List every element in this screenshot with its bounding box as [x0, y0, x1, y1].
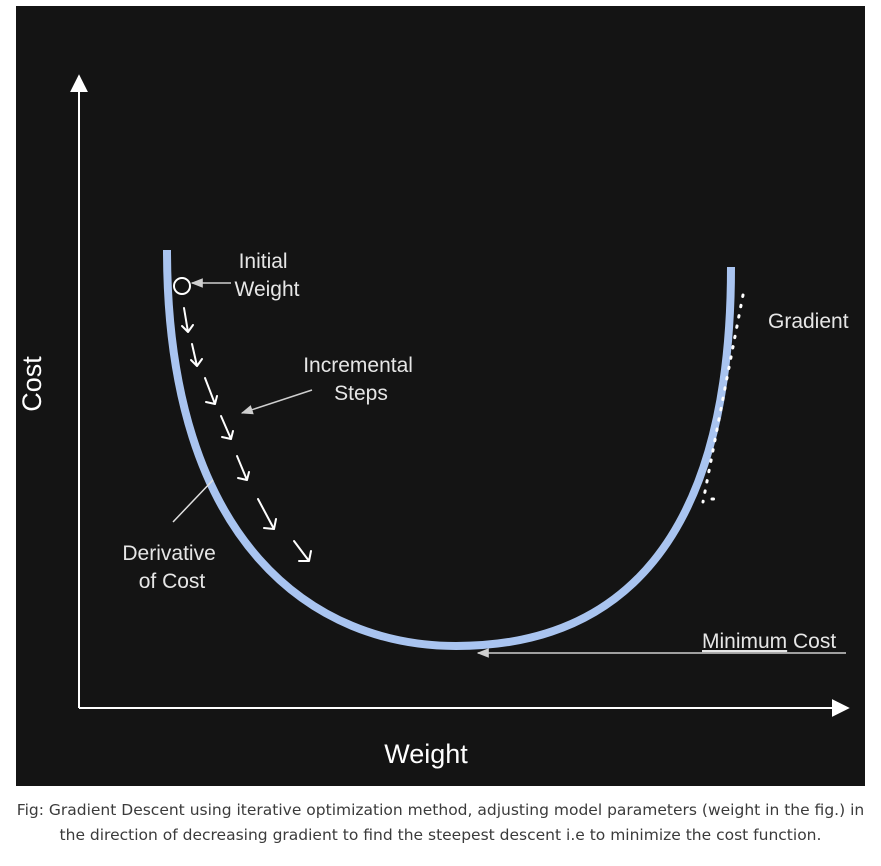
gradient-tangent-line — [701, 293, 745, 504]
minimum-cost-rest: Cost — [787, 630, 836, 653]
step-arrow — [181, 307, 194, 333]
initial-weight-marker — [173, 277, 191, 295]
x-axis-title: Weight — [384, 739, 468, 769]
gradient-descent-figure: Initial Weight Incremental Steps Derivat… — [16, 6, 865, 786]
step-arrow — [257, 498, 277, 530]
incremental-step-arrows — [181, 307, 312, 562]
caption-line: the direction of decreasing gradient to … — [59, 826, 822, 844]
figure-caption: Fig: Gradient Descent using iterative op… — [0, 798, 881, 848]
initial-weight-label-line: Weight — [235, 278, 300, 301]
incremental-steps-pointer — [240, 389, 313, 415]
initial-weight-label: Initial Weight — [235, 250, 300, 301]
step-arrow — [236, 455, 250, 481]
y-axis-title: Cost — [17, 356, 47, 412]
derivative-pointer — [172, 479, 214, 523]
gradient-label: Gradient — [768, 310, 849, 333]
derivative-of-cost-label-line: of Cost — [139, 570, 206, 593]
caption-line: Fig: Gradient Descent using iterative op… — [16, 801, 865, 819]
minimum-cost-label: Minimum Cost — [702, 630, 836, 653]
cost-curve — [163, 249, 735, 651]
diagram-canvas: Initial Weight Incremental Steps Derivat… — [17, 74, 850, 769]
step-arrow — [204, 377, 218, 405]
step-arrow — [293, 540, 312, 562]
minimum-cost-underlined-word: Minimum — [702, 630, 787, 653]
incremental-steps-label: Incremental Steps — [303, 354, 419, 405]
initial-weight-label-line: Initial — [239, 250, 288, 273]
incremental-steps-label-line: Incremental — [303, 354, 413, 377]
incremental-steps-label-line: Steps — [334, 382, 388, 405]
derivative-of-cost-label-line: Derivative — [122, 542, 215, 565]
derivative-of-cost-label: Derivative of Cost — [122, 542, 221, 593]
step-arrow — [220, 415, 234, 440]
step-arrow — [190, 343, 203, 367]
